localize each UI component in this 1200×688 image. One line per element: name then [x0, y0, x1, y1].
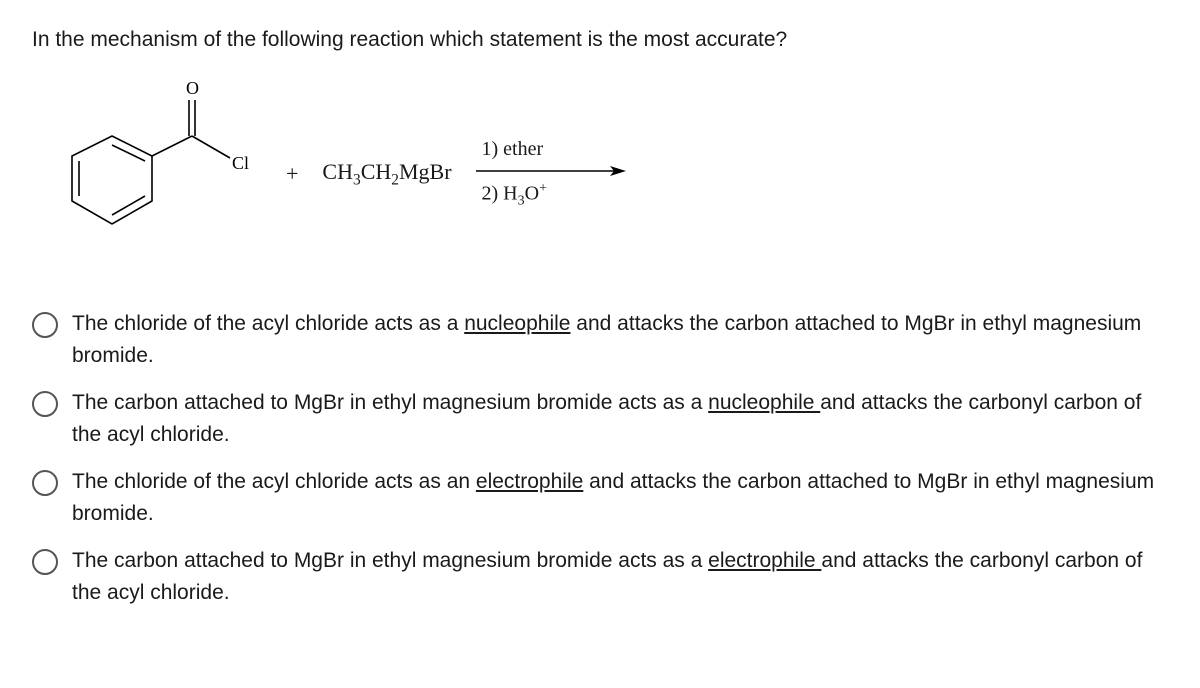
reaction-arrow: [476, 165, 626, 177]
reaction-arrow-group: 1) ether 2) H3O+: [476, 134, 626, 214]
option-2[interactable]: The carbon attached to MgBr in ethyl mag…: [32, 387, 1168, 450]
radio-icon[interactable]: [32, 549, 58, 575]
radio-icon[interactable]: [32, 312, 58, 338]
radio-icon[interactable]: [32, 391, 58, 417]
grignard-reagent: CH3CH2MgBr: [322, 159, 451, 189]
option-text: The chloride of the acyl chloride acts a…: [72, 308, 1168, 371]
options-list: The chloride of the acyl chloride acts a…: [32, 308, 1168, 608]
option-text: The chloride of the acyl chloride acts a…: [72, 466, 1168, 529]
option-1[interactable]: The chloride of the acyl chloride acts a…: [32, 308, 1168, 371]
option-4[interactable]: The carbon attached to MgBr in ethyl mag…: [32, 545, 1168, 608]
option-text: The carbon attached to MgBr in ethyl mag…: [72, 387, 1168, 450]
arrow-condition-top: 1) ether: [476, 134, 550, 165]
option-text: The carbon attached to MgBr in ethyl mag…: [72, 545, 1168, 608]
question-text: In the mechanism of the following reacti…: [32, 28, 1168, 52]
radio-icon[interactable]: [32, 470, 58, 496]
plus-sign: +: [286, 161, 298, 187]
label-oxygen: O: [186, 78, 199, 98]
acyl-chloride-structure: O Cl: [52, 76, 262, 272]
reaction-scheme: O Cl + CH3CH2MgBr 1) ether 2) H3O+: [52, 76, 1168, 272]
option-3[interactable]: The chloride of the acyl chloride acts a…: [32, 466, 1168, 529]
label-chlorine: Cl: [232, 153, 249, 173]
arrow-condition-bottom: 2) H3O+: [476, 177, 553, 214]
